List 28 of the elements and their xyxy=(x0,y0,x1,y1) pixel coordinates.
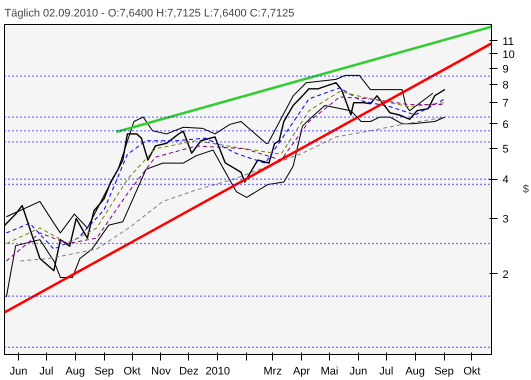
x-tick-label: Jun xyxy=(349,366,368,378)
x-tick-label: Mai xyxy=(320,366,338,378)
y-tick-label: 10 xyxy=(502,48,515,61)
x-tick-label: Jun xyxy=(10,366,28,378)
chart-title: Täglich 02.09.2010 - O:7,6400 H:7,7125 L:7,6400 C:7,7125 xyxy=(4,8,294,20)
y-tick-label: 7 xyxy=(502,98,509,110)
x-tick-label: Sep xyxy=(434,366,454,378)
x-tick-label: Jul xyxy=(39,366,54,378)
y-tick-label: 11 xyxy=(502,36,514,48)
y-axis-title: $ xyxy=(522,184,529,196)
y-tick-label: 5 xyxy=(502,144,509,156)
x-tick-label: Apr xyxy=(292,366,310,378)
x-tick-label: Jul xyxy=(379,366,394,378)
y-tick-label: 6 xyxy=(502,118,509,131)
y-tick-label: 9 xyxy=(502,63,509,76)
x-tick-label: 2010 xyxy=(206,366,230,378)
y-tick-label: 3 xyxy=(502,214,509,226)
y-tick-label: 4 xyxy=(502,174,509,186)
x-tick-label: Nov xyxy=(151,366,172,378)
x-tick-label: Aug xyxy=(65,366,86,378)
x-tick-label: Dez xyxy=(179,366,199,378)
y-tick-label: 8 xyxy=(502,79,509,92)
x-tick-label: Aug xyxy=(405,366,425,378)
x-tick-label: Sep xyxy=(94,366,114,378)
y-tick-label: 2 xyxy=(502,268,509,281)
x-tick-label: Mrz xyxy=(264,366,282,378)
x-tick-label: Okt xyxy=(124,366,141,378)
x-tick-label: Okt xyxy=(463,366,481,378)
